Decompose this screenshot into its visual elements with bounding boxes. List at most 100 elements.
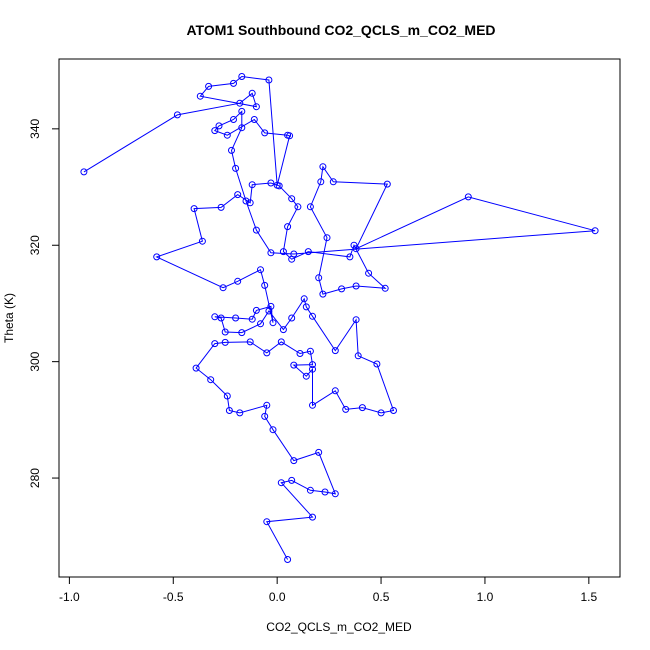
data-point (309, 401, 316, 409)
data-point (234, 277, 242, 285)
data-point (198, 237, 206, 245)
data-point (273, 181, 281, 189)
data-point (309, 513, 316, 521)
data-point (323, 234, 331, 242)
data-point (223, 131, 231, 139)
x-tick-label: -1.0 (59, 590, 80, 604)
data-point (277, 479, 285, 487)
data-point (381, 284, 389, 292)
data-point (304, 248, 312, 256)
data-point (236, 409, 244, 417)
data-point (319, 290, 327, 298)
data-point (267, 249, 275, 257)
data-point (80, 168, 88, 176)
data-point (288, 195, 296, 203)
data-point (269, 426, 277, 434)
data-point (302, 372, 310, 380)
data-point (211, 313, 219, 321)
series-point-group (80, 73, 599, 563)
data-point (236, 99, 244, 107)
data-point (248, 181, 256, 189)
data-point (288, 476, 296, 484)
data-point (338, 285, 346, 293)
data-point (230, 79, 237, 87)
data-point (261, 281, 269, 289)
data-point (205, 82, 213, 90)
data-point (290, 361, 298, 369)
data-point (228, 146, 235, 154)
series-line-group (83, 75, 596, 560)
data-point (246, 199, 254, 207)
data-point (207, 376, 215, 384)
data-point (284, 223, 292, 231)
data-point (352, 282, 360, 290)
data-point (230, 116, 237, 123)
data-point (377, 409, 385, 417)
data-point (263, 349, 271, 357)
data-point (317, 178, 325, 186)
x-tick-label: 1.5 (580, 590, 597, 604)
data-point (219, 284, 227, 292)
data-point (192, 364, 200, 372)
chart-title: ATOM1 Southbound CO2_QCLS_m_CO2_MED (186, 22, 495, 38)
data-point (257, 266, 264, 274)
data-point (390, 407, 397, 414)
x-tick-label: 0.0 (269, 590, 286, 604)
data-point (279, 248, 287, 256)
data-point (358, 404, 366, 412)
data-point (238, 329, 246, 337)
data-point (309, 365, 316, 373)
data-point (217, 314, 225, 322)
data-point (238, 73, 246, 80)
data-point (352, 245, 360, 253)
x-tick-label: 1.0 (477, 590, 494, 604)
data-point (354, 352, 362, 360)
data-point (246, 338, 254, 346)
x-tick-label: -0.5 (163, 590, 184, 604)
data-point (223, 392, 231, 400)
x-tick-label: 0.5 (373, 590, 390, 604)
data-point (265, 76, 273, 84)
data-point (321, 488, 329, 496)
data-point (211, 127, 219, 135)
data-point (248, 89, 256, 97)
data-point (232, 314, 240, 322)
data-point (263, 401, 271, 409)
data-point (265, 307, 273, 315)
data-point (267, 302, 275, 310)
data-point (373, 360, 381, 368)
data-point (257, 320, 264, 328)
data-point (190, 205, 198, 213)
data-point (294, 203, 302, 211)
data-point (238, 107, 246, 115)
data-point (346, 253, 354, 261)
y-axis: 280 300 320 340 (28, 119, 60, 488)
y-tick-label: 300 (28, 351, 42, 371)
data-point (261, 129, 269, 137)
data-point (342, 405, 350, 413)
data-point (284, 556, 292, 563)
data-point (319, 163, 327, 171)
data-point (248, 315, 256, 323)
data-point (290, 250, 298, 258)
data-point (267, 179, 275, 187)
data-point (252, 103, 260, 111)
data-point (263, 518, 271, 526)
series-line (83, 75, 596, 560)
y-tick-label: 340 (28, 119, 42, 139)
x-axis: -1.0 -0.5 0.0 0.5 1.0 1.5 (59, 576, 597, 604)
data-point (252, 306, 260, 314)
data-point (309, 361, 316, 369)
data-point (221, 338, 229, 346)
data-point (286, 132, 294, 140)
data-point (250, 116, 258, 123)
data-point (252, 226, 260, 234)
y-tick-label: 320 (28, 235, 42, 255)
data-point (269, 319, 277, 327)
data-point (196, 92, 204, 100)
data-point (225, 407, 233, 414)
y-tick-label: 280 (28, 468, 42, 488)
data-point (296, 350, 304, 357)
data-point (221, 328, 229, 336)
